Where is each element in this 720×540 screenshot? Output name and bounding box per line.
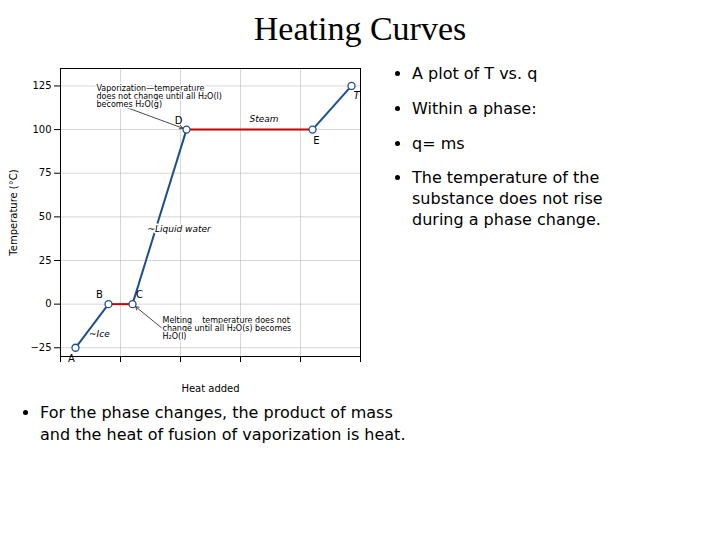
- svg-text:25: 25: [39, 255, 52, 266]
- html-text:A plot of T vs. q: A plot of T vs. q: [412, 64, 538, 83]
- svg-text:~Liquid water: ~Liquid water: [148, 224, 212, 234]
- html-text:For the phase changes, the pro: For the phase changes, the product of ma…: [40, 403, 406, 444]
- svg-text:Steam: Steam: [250, 114, 279, 124]
- svg-text:D: D: [175, 115, 183, 126]
- svg-text:Melting temperature does no: Melting temperature does notchange until…: [163, 316, 292, 341]
- svg-text:100: 100: [32, 124, 51, 135]
- svg-text:75: 75: [39, 167, 52, 178]
- svg-text:50: 50: [39, 211, 52, 222]
- svg-text:A: A: [68, 353, 75, 364]
- svg-text:T: T: [353, 90, 360, 101]
- html-text:Heating Curves: Heating Curves: [253, 10, 467, 47]
- svg-text:~Ice: ~Ice: [89, 329, 110, 339]
- svg-text:125: 125: [32, 80, 51, 91]
- svg-text:E: E: [313, 135, 319, 146]
- html-text:Within a phase:: Within a phase:: [412, 98, 537, 118]
- svg-text:Heat added: Heat added: [181, 383, 239, 394]
- svg-text:B: B: [96, 289, 103, 300]
- svg-text:0: 0: [45, 298, 51, 309]
- html-text:q= ms: q= ms: [412, 133, 465, 153]
- svg-text:Temperature (°C): Temperature (°C): [8, 169, 19, 256]
- svg-text:C: C: [136, 289, 143, 300]
- svg-text:Vaporization—temperaturedoes n: Vaporization—temperaturedoes not change …: [97, 84, 222, 109]
- html-text:The temperature of the substan: The temperature of the substance does no…: [412, 168, 603, 229]
- svg-text:−25: −25: [30, 342, 51, 353]
